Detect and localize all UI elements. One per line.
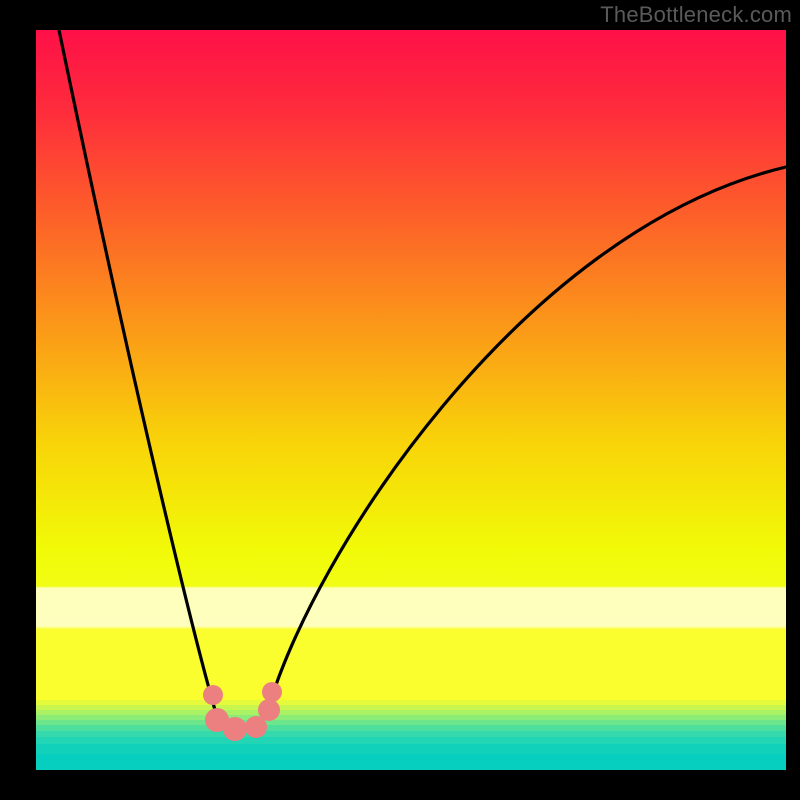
trough-marker [223, 717, 247, 741]
frame-edge-right [786, 0, 800, 800]
trough-marker [258, 699, 280, 721]
bottleneck-curve [0, 0, 800, 800]
watermark-text: TheBottleneck.com [600, 2, 792, 28]
frame-edge-left [0, 0, 36, 800]
trough-marker [203, 685, 223, 705]
curve-path [59, 30, 786, 730]
chart-stage: TheBottleneck.com [0, 0, 800, 800]
frame-edge-bottom [0, 770, 800, 800]
trough-marker [262, 682, 282, 702]
